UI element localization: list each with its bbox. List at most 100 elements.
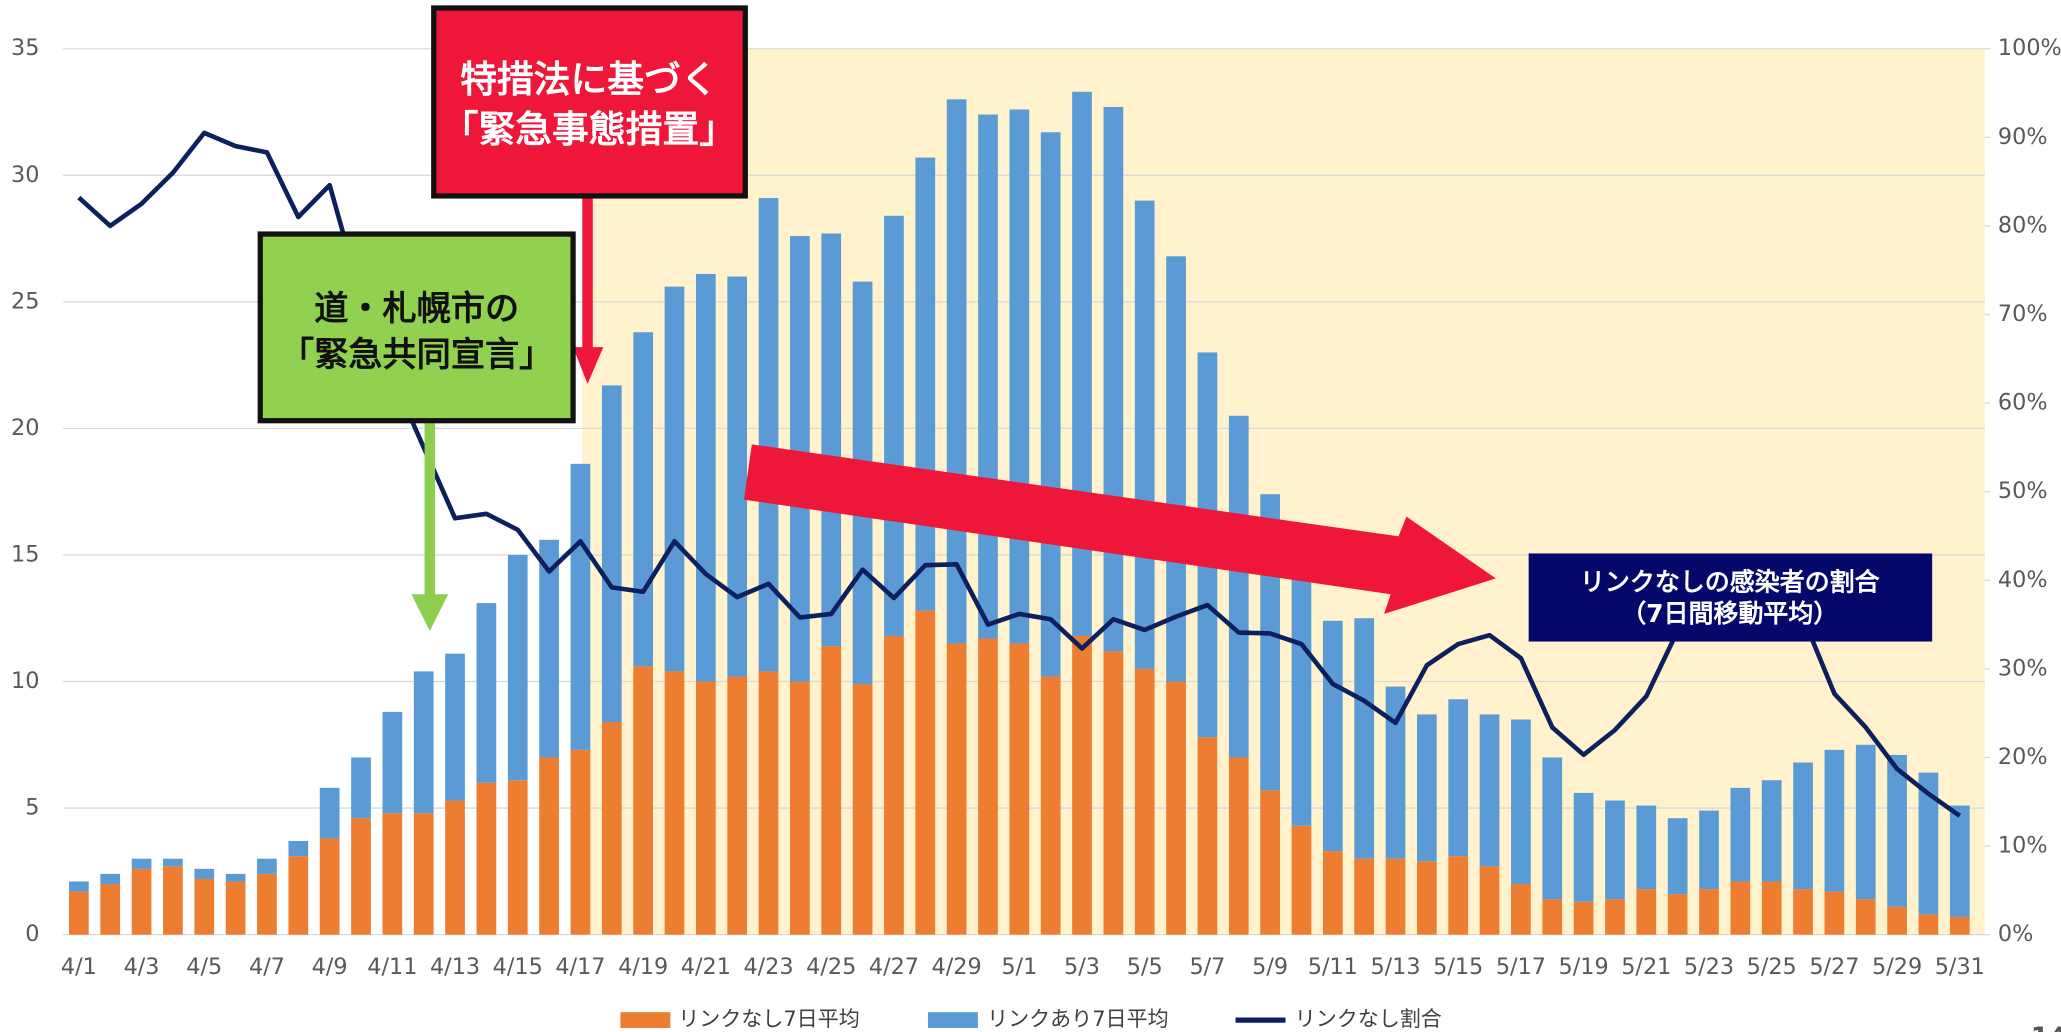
- x-tick-label: 4/3: [124, 954, 160, 980]
- x-tick-label: 4/23: [743, 954, 793, 980]
- x-tick-label: 5/15: [1433, 954, 1483, 980]
- bar: [1511, 884, 1531, 935]
- bar: [1103, 651, 1124, 935]
- x-tick-label: 4/13: [430, 954, 480, 980]
- bar: [1166, 681, 1186, 935]
- annotation-text: 特措法に基づく: [460, 58, 718, 101]
- x-tick-label: 5/27: [1809, 954, 1859, 980]
- bar: [445, 653, 465, 801]
- trend-arrow: [743, 444, 1496, 614]
- bar: [1699, 889, 1719, 935]
- bar: [1009, 109, 1030, 644]
- bar: [1949, 916, 1970, 935]
- y2-tick-label: 60%: [1998, 390, 2048, 416]
- bar: [163, 858, 183, 867]
- x-tick-label: 4/5: [186, 954, 222, 980]
- bar: [1918, 914, 1939, 935]
- bar: [1291, 567, 1312, 826]
- bar: [194, 868, 215, 879]
- bar: [382, 711, 403, 814]
- bar: [163, 866, 183, 935]
- bar: [1793, 762, 1813, 890]
- bar: [1511, 719, 1531, 885]
- bar: [1260, 790, 1280, 935]
- bar: [351, 757, 371, 819]
- y2-tick-label: 10%: [1998, 833, 2048, 859]
- legend-swatch: [620, 1012, 671, 1028]
- x-tick-label: 4/1: [61, 954, 97, 980]
- x-tick-label: 5/5: [1127, 954, 1163, 980]
- x-tick-label: 5/19: [1559, 954, 1609, 980]
- bar: [1793, 889, 1813, 935]
- bar: [476, 782, 497, 935]
- legend-label: リンクあり7日平均: [987, 1006, 1169, 1031]
- bar: [288, 856, 309, 935]
- x-tick-label: 5/25: [1747, 954, 1797, 980]
- bar: [257, 873, 277, 935]
- bar: [1197, 737, 1218, 935]
- y-tick-label: 15: [11, 541, 39, 567]
- y-tick-label: 20: [11, 415, 39, 441]
- annotation-text: 「緊急事態措置」: [442, 108, 736, 151]
- x-tick-label: 4/21: [681, 954, 731, 980]
- y2-tick-label: 50%: [1998, 478, 2048, 504]
- bar: [1667, 894, 1688, 935]
- bar: [758, 671, 779, 935]
- bar: [1605, 800, 1625, 900]
- bar: [507, 780, 528, 935]
- bar: [1761, 780, 1782, 882]
- bar: [570, 749, 591, 935]
- x-tick-label: 5/29: [1872, 954, 1922, 980]
- bar: [1824, 749, 1845, 892]
- y2-tick-label: 30%: [1998, 655, 2048, 681]
- x-tick-label: 4/9: [312, 954, 348, 980]
- bar: [821, 646, 842, 935]
- y2-tick-label: 100%: [1998, 35, 2061, 61]
- annotation-box: [257, 231, 576, 424]
- bar: [1072, 91, 1092, 636]
- annotation-text: （7日間移動平均）: [1621, 599, 1838, 628]
- bar: [1542, 899, 1563, 935]
- bar: [413, 813, 434, 935]
- y-tick-label: 35: [11, 35, 39, 61]
- bar: [1417, 714, 1437, 862]
- y2-tick-label: 40%: [1998, 567, 2048, 593]
- bar: [1385, 686, 1406, 859]
- bar: [1040, 132, 1061, 677]
- bar: [69, 881, 89, 892]
- x-tick-label: 4/7: [249, 954, 285, 980]
- bar: [570, 463, 591, 750]
- bar: [1479, 866, 1500, 935]
- bar: [1479, 714, 1500, 867]
- bar: [476, 603, 497, 783]
- legend-swatch: [927, 1012, 978, 1028]
- y2-tick-label: 90%: [1998, 124, 2048, 150]
- bar: [1291, 825, 1312, 935]
- bar: [1134, 200, 1155, 669]
- bar: [413, 671, 434, 814]
- bar: [1166, 256, 1186, 682]
- x-tick-label: 5/3: [1064, 954, 1100, 980]
- bar: [946, 99, 967, 644]
- bar: [1573, 792, 1594, 902]
- bar: [1448, 699, 1469, 857]
- bar: [194, 878, 215, 935]
- bar: [1667, 818, 1688, 895]
- bar: [1824, 891, 1845, 935]
- bar: [1542, 757, 1563, 900]
- bar: [507, 554, 528, 781]
- bar: [915, 157, 936, 611]
- bar: [319, 787, 340, 839]
- bar: [1385, 858, 1406, 935]
- x-tick-label: 5/1: [1001, 954, 1037, 980]
- bar: [1417, 861, 1437, 935]
- bar: [100, 873, 121, 885]
- bar: [1103, 106, 1124, 652]
- arrow-shaft: [582, 197, 593, 353]
- bar: [695, 274, 716, 682]
- bar: [1636, 805, 1657, 890]
- bar: [821, 233, 842, 647]
- y-tick-label: 30: [11, 162, 39, 188]
- x-tick-label: 5/9: [1252, 954, 1288, 980]
